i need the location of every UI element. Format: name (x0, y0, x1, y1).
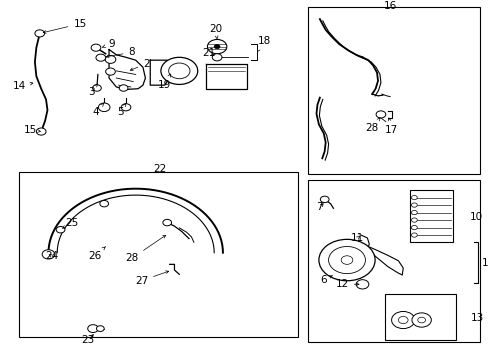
Text: 18: 18 (257, 36, 270, 51)
Circle shape (214, 45, 220, 49)
Text: 12: 12 (335, 279, 358, 289)
Bar (307, 7, 479, 174)
Bar (307, 180, 479, 342)
Circle shape (398, 316, 407, 324)
Text: 1: 1 (481, 257, 488, 267)
Circle shape (355, 280, 368, 289)
Circle shape (36, 128, 46, 135)
Text: 27: 27 (135, 271, 168, 286)
Circle shape (410, 211, 416, 215)
Circle shape (212, 54, 222, 61)
Circle shape (105, 68, 115, 75)
Circle shape (105, 55, 116, 63)
Text: 13: 13 (470, 313, 483, 323)
Circle shape (100, 201, 108, 207)
Circle shape (207, 40, 226, 54)
Text: 22: 22 (153, 164, 166, 174)
Text: 8: 8 (106, 47, 135, 58)
Circle shape (96, 54, 105, 61)
Circle shape (318, 239, 374, 281)
Text: 10: 10 (468, 212, 482, 222)
Circle shape (96, 326, 104, 332)
Text: 9: 9 (102, 39, 115, 49)
Bar (20, 172, 298, 337)
Circle shape (98, 103, 110, 112)
Circle shape (410, 225, 416, 230)
Text: 24: 24 (45, 252, 59, 261)
Circle shape (119, 85, 128, 91)
Circle shape (320, 196, 328, 203)
Circle shape (56, 226, 65, 233)
Text: 11: 11 (350, 233, 364, 243)
Circle shape (411, 313, 430, 327)
Circle shape (391, 311, 414, 329)
Circle shape (410, 195, 416, 200)
Circle shape (87, 325, 98, 333)
Circle shape (168, 63, 190, 79)
Circle shape (161, 57, 197, 85)
Circle shape (121, 104, 131, 111)
Text: 14: 14 (13, 81, 33, 91)
Text: 5: 5 (117, 104, 125, 117)
Text: 28: 28 (125, 235, 165, 263)
Bar (385, 294, 455, 340)
Text: 16: 16 (383, 1, 396, 10)
Circle shape (417, 317, 425, 323)
Text: 25: 25 (62, 217, 78, 229)
Circle shape (91, 44, 101, 51)
Text: 17: 17 (384, 118, 397, 135)
Circle shape (375, 111, 385, 118)
Circle shape (328, 247, 365, 274)
Text: 28: 28 (365, 118, 379, 133)
Circle shape (92, 85, 101, 91)
Text: 3: 3 (88, 84, 97, 96)
Text: 7: 7 (316, 202, 323, 212)
Circle shape (163, 219, 171, 226)
Circle shape (35, 30, 44, 37)
Circle shape (410, 218, 416, 222)
Bar (408, 190, 452, 242)
Text: 26: 26 (88, 247, 105, 261)
Text: 4: 4 (92, 103, 103, 117)
Text: 20: 20 (209, 24, 222, 39)
Text: 21: 21 (203, 48, 216, 58)
Text: 23: 23 (81, 335, 95, 345)
Text: 19: 19 (158, 74, 171, 90)
Circle shape (410, 233, 416, 237)
Circle shape (341, 256, 352, 264)
Text: 15: 15 (24, 125, 41, 135)
Text: 2: 2 (130, 59, 149, 71)
Circle shape (42, 250, 55, 259)
Circle shape (410, 203, 416, 207)
Text: 15: 15 (43, 19, 86, 33)
Text: 6: 6 (319, 275, 331, 285)
